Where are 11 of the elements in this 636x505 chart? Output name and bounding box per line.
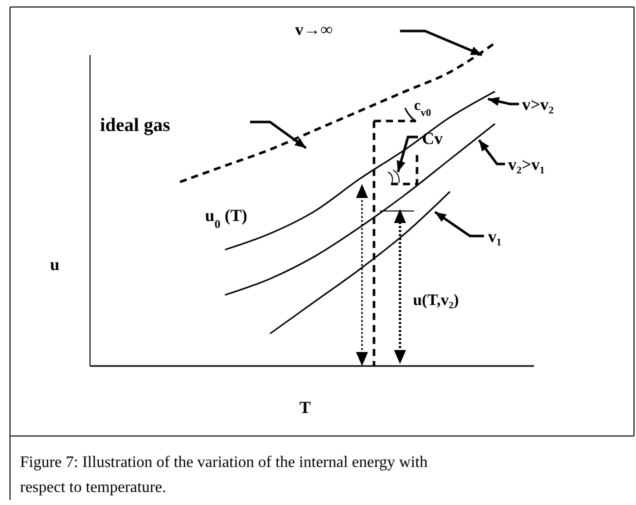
x-axis-title: T	[299, 398, 312, 417]
text: v₁	[488, 227, 502, 246]
text: ideal gas	[100, 115, 170, 136]
y-axis-title: u	[50, 255, 60, 274]
text: v→∞	[295, 20, 333, 39]
annotation: c$_{v0}$	[414, 98, 432, 118]
annotation: u(T,v₂)	[413, 292, 459, 309]
caption: Figure 7: Illustration of the variation of the internal energy with respect to temperature.	[20, 454, 428, 496]
legend-label: v>v₂	[522, 95, 554, 114]
series-label: v₂>v₁	[508, 155, 545, 174]
annotation: u$_{0}$ (T)	[205, 206, 248, 231]
